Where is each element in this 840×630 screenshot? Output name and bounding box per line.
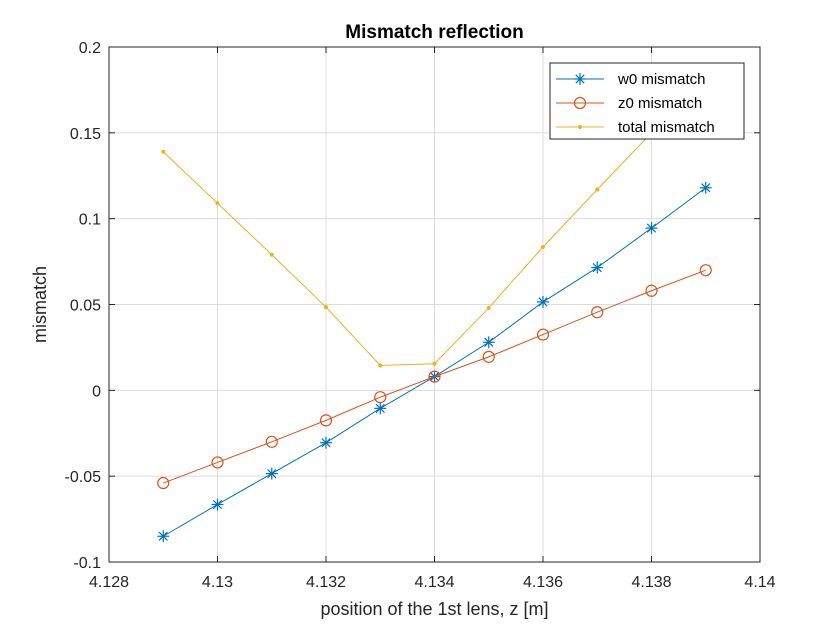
asterisk-marker: [699, 181, 712, 194]
circle-marker: [699, 264, 712, 277]
y-tick-label: 0: [92, 383, 101, 400]
y-tick-label: 0.2: [79, 40, 101, 57]
y-tick-label: 0.05: [70, 298, 101, 315]
asterisk-marker: [320, 436, 332, 449]
asterisk-marker: [265, 467, 278, 480]
asterisk-marker: [211, 498, 224, 511]
circle-marker: [573, 96, 587, 110]
asterisk-marker: [645, 222, 658, 235]
x-tick-label: 4.134: [414, 574, 454, 591]
series-line: [163, 269, 706, 484]
point-marker: [540, 244, 546, 250]
y-tick-label: 0.1: [79, 212, 101, 229]
asterisk-marker: [482, 336, 495, 349]
circle-marker: [482, 350, 495, 363]
series-layer: [157, 68, 712, 543]
legend-item: total mismatch: [556, 119, 715, 136]
y-tick-label: -0.1: [73, 555, 101, 572]
y-axis: -0.1 -0.05 0 0.05 0.1 0.15 0.2: [65, 40, 760, 572]
chart-title: Mismatch reflection: [345, 22, 523, 43]
point-marker: [595, 187, 600, 192]
asterisk-marker: [537, 295, 549, 308]
point-marker: [161, 149, 166, 154]
asterisk-marker: [157, 530, 170, 543]
x-axis: 4.128 4.13 4.132 4.134 4.136 4.138 4.14: [89, 47, 776, 591]
circle-marker: [645, 284, 658, 297]
point-marker: [577, 124, 583, 130]
x-tick-label: 4.13: [202, 574, 233, 591]
x-tick-label: 4.136: [523, 574, 563, 591]
point-marker: [215, 201, 220, 206]
circle-marker: [374, 391, 387, 404]
point-marker: [432, 361, 437, 366]
point-marker: [269, 252, 274, 257]
y-tick-label: -0.05: [65, 469, 102, 486]
y-tick-label: 0.15: [70, 126, 101, 143]
series-z0-mismatch: [157, 264, 712, 490]
circle-marker: [319, 414, 333, 427]
legend-box: [549, 62, 745, 140]
x-tick-label: 4.132: [306, 574, 346, 591]
x-tick-label: 4.138: [631, 574, 671, 591]
point-marker: [486, 305, 491, 310]
asterisk-marker: [574, 73, 586, 85]
legend-item: w0 mismatch: [556, 71, 706, 88]
circle-marker: [536, 328, 550, 341]
legend-label: total mismatch: [618, 119, 715, 136]
x-axis-title: position of the 1st lens, z [m]: [320, 599, 548, 619]
circle-marker: [591, 306, 604, 319]
asterisk-marker: [591, 261, 604, 274]
circle-marker: [428, 370, 441, 383]
point-marker: [378, 363, 383, 368]
circle-marker: [211, 456, 224, 469]
legend-label: z0 mismatch: [618, 95, 702, 112]
legend-item: z0 mismatch: [556, 95, 702, 112]
x-tick-label: 4.14: [744, 574, 775, 591]
circle-marker: [157, 476, 170, 490]
point-marker: [323, 305, 329, 310]
asterisk-marker: [374, 402, 387, 415]
legend: w0 mismatch z0 mismatch total mismatch: [549, 62, 745, 140]
circle-marker: [265, 435, 278, 448]
legend-label: w0 mismatch: [617, 71, 706, 88]
x-tick-label: 4.128: [89, 574, 129, 591]
y-axis-title: mismatch: [30, 266, 50, 343]
